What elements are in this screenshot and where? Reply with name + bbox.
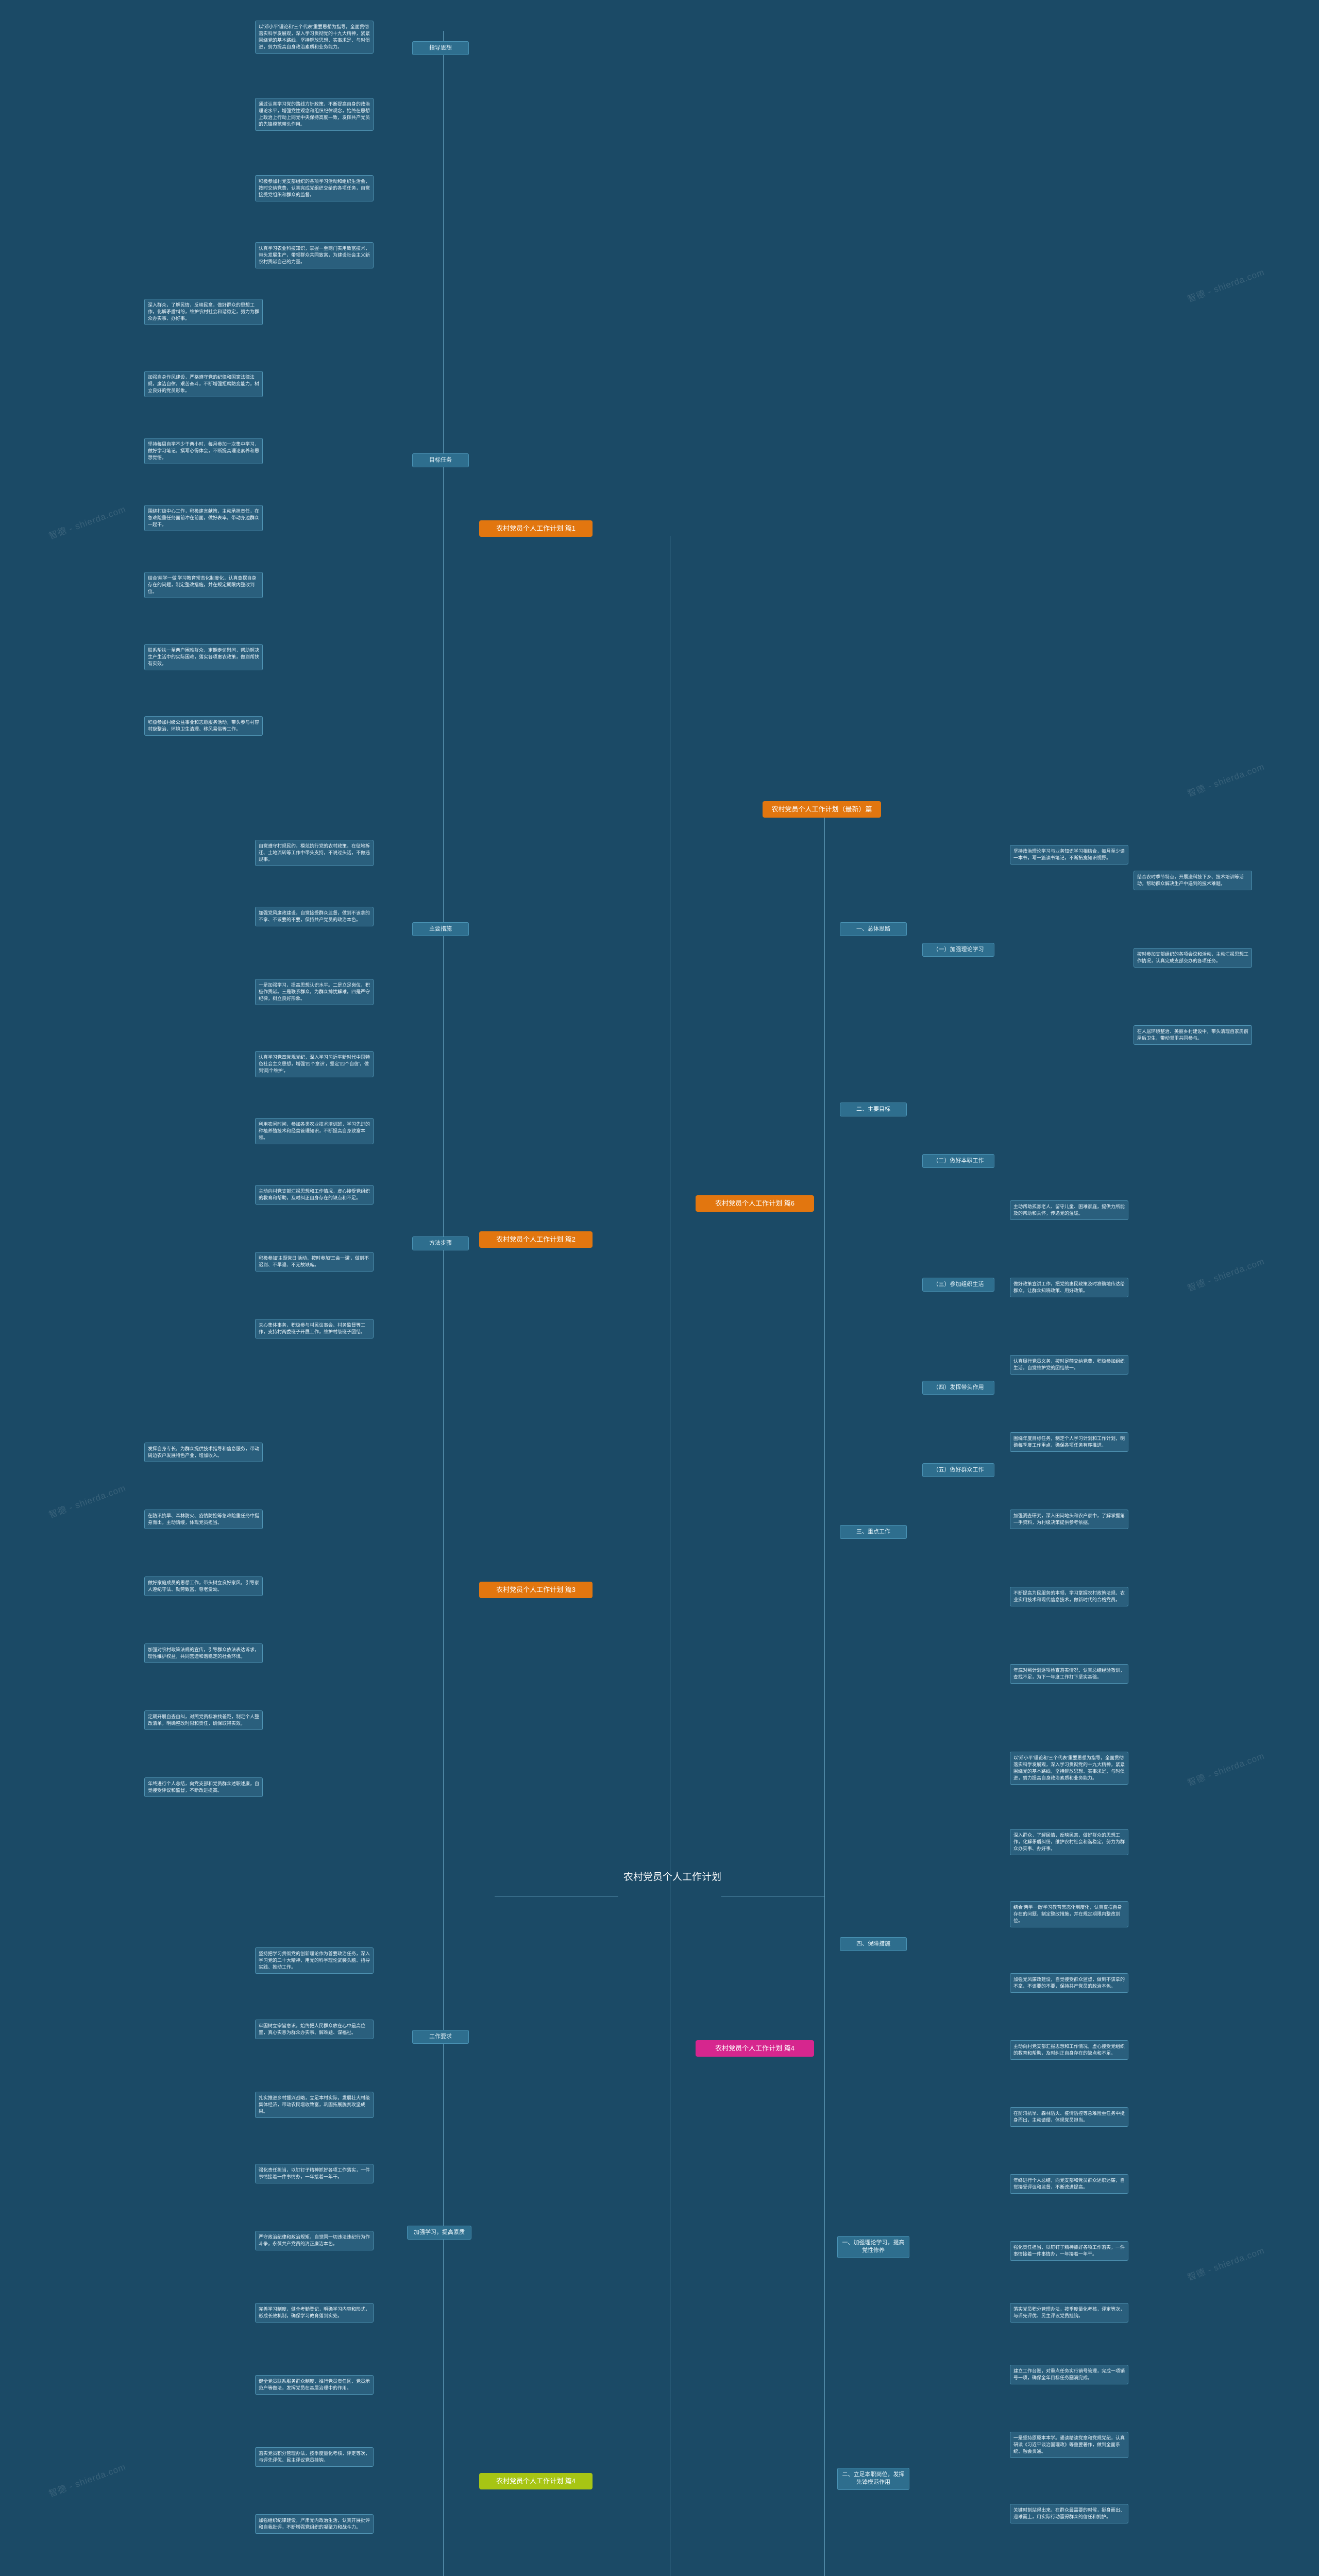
leaf-l8: 围绕村级中心工作，积极建言献策，主动承担责任，在急难险重任务面前冲在前面，做好表…: [144, 505, 263, 532]
leaf-l21: 在防汛抗旱、森林防火、疫情防控等急难险重任务中挺身而出，主动请缨，体现党员担当。: [144, 1510, 263, 1530]
leaf-r18: 年终进行个人总结，向党支部和党员群众述职述廉，自觉接受评议和监督，不断改进提高。: [1010, 2174, 1128, 2194]
leaf-r16: 主动向村党支部汇报思想和工作情况，虚心接受党组织的教育和帮助，及时纠正自身存在的…: [1010, 2040, 1128, 2060]
leaf-l29: 强化责任担当，以钉钉子精神抓好各项工作落实，一件事情接着一件事情办，一年接着一年…: [255, 2164, 374, 2184]
leaf-l18: 积极参加'主题党日'活动，按时参加'三会一课'，做到不迟到、不早退、不无故缺席。: [255, 1252, 374, 1272]
leaf-r6: 做好政策宣讲工作，把党的惠民政策及时准确地传达给群众，让群众知晓政策、用好政策。: [1010, 1278, 1128, 1298]
watermark: 智德 - shierda.com: [47, 1483, 127, 1520]
watermark: 智德 - shierda.com: [1186, 1256, 1266, 1294]
connector-left-spine: [443, 31, 444, 2576]
subnode-s20[interactable]: （三）参加组织生活: [922, 1278, 994, 1292]
subnode-s15[interactable]: 二、立足本职岗位，发挥先锋模范作用: [837, 2468, 909, 2490]
leaf-r15: 加强党风廉政建设，自觉接受群众监督，做到不该拿的不拿、不该要的不要，保持共产党员…: [1010, 1973, 1128, 1993]
subnode-s5[interactable]: 工作要求: [412, 2030, 469, 2044]
leaf-l34: 加强组织纪律建设，严肃党内政治生活，认真开展批评和自我批评，不断增强党组织的凝聚…: [255, 2514, 374, 2534]
subnode-s13[interactable]: 四、保障措施: [840, 1937, 907, 1952]
subnode-s22[interactable]: （五）做好群众工作: [922, 1463, 994, 1478]
subnode-s19[interactable]: （二）做好本职工作: [922, 1154, 994, 1168]
leaf-r10: 不断提高为民服务的本领，学习掌握农村政策法规、农业实用技术和现代信息技术，做新时…: [1010, 1587, 1128, 1607]
branch-b6[interactable]: 农村党员个人工作计划（最新）篇: [763, 801, 881, 818]
leaf-l32: 健全党员联系服务群众制度，推行党员责任区、党员示范户等做法，发挥党员在基层治理中…: [255, 2375, 374, 2395]
subnode-s3[interactable]: 主要措施: [412, 922, 469, 937]
subnode-s2[interactable]: 目标任务: [412, 453, 469, 468]
leaf-l22: 做好家庭成员的思想工作，带头树立良好家风，引导家人遵纪守法、勤劳致富、尊老爱幼。: [144, 1577, 263, 1597]
leaf-l17: 主动向村党支部汇报思想和工作情况，虚心接受党组织的教育和帮助，及时纠正自身存在的…: [255, 1185, 374, 1205]
leaf-l3: 积极参加村党支部组织的各项学习活动和组织生活会，按时交纳党费，认真完成党组织交给…: [255, 175, 374, 202]
branch-b7[interactable]: 农村党员个人工作计划 篇6: [696, 1195, 814, 1212]
leaf-l31: 完善学习制度，健全考勤登记，明确学习内容和形式，形成长效机制，确保学习教育落到实…: [255, 2303, 374, 2323]
subnode-s11[interactable]: 二、主要目标: [840, 1103, 907, 1117]
leaf-r22: 一是坚持原原本本学。通读精读党章和党规党纪，认真研读《习近平谈治国理政》等重要著…: [1010, 2432, 1128, 2459]
leaf-l7: 坚持每周自学不少于两小时，每月参加一次集中学习，做好学习笔记，撰写心得体会，不断…: [144, 438, 263, 465]
watermark: 智德 - shierda.com: [47, 2462, 127, 2499]
branch-b2[interactable]: 农村党员个人工作计划 篇2: [479, 1231, 593, 1248]
leaf-r19: 强化责任担当，以钉钉子精神抓好各项工作落实，一件事情接着一件事情办，一年接着一年…: [1010, 2241, 1128, 2261]
subnode-s7[interactable]: 加强学习，提高素质: [407, 2226, 471, 2240]
leaf-l10: 联系帮扶一至两户困难群众，定期走访慰问，帮助解决生产生活中的实际困难，落实各项惠…: [144, 644, 263, 671]
leaf-r3: 按时参加支部组织的各项会议和活动，主动汇报思想工作情况，认真完成支部交办的各项任…: [1134, 948, 1252, 968]
subnode-s18[interactable]: （一）加强理论学习: [922, 943, 994, 957]
subnode-s14[interactable]: 一、加强理论学习，提高党性修养: [837, 2236, 909, 2258]
leaf-r13: 深入群众，了解民情，反映民意，做好群众的思想工作，化解矛盾纠纷，维护农村社会和谐…: [1010, 1829, 1128, 1856]
leaf-l30: 严守政治纪律和政治规矩，自觉同一切违法违纪行为作斗争，永葆共产党员的清正廉洁本色…: [255, 2231, 374, 2251]
branch-b3[interactable]: 农村党员个人工作计划 篇3: [479, 1582, 593, 1598]
leaf-l5: 深入群众，了解民情，反映民意，做好群众的思想工作，化解矛盾纠纷，维护农村社会和谐…: [144, 299, 263, 326]
leaf-l33: 落实党员积分管理办法，按季度量化考核，评定等次，与评先评优、民主评议党员挂钩。: [255, 2447, 374, 2467]
leaf-r7: 认真履行党员义务，按时足额交纳党费，积极参加组织生活，自觉维护党的团结统一。: [1010, 1355, 1128, 1375]
leaf-r21: 建立工作台账，对重点任务实行销号管理，完成一项销号一项，确保全年目标任务圆满完成…: [1010, 2365, 1128, 2385]
leaf-l9: 结合'两学一做'学习教育常态化制度化，认真查摆自身存在的问题，制定整改措施，并在…: [144, 572, 263, 599]
branch-b1[interactable]: 农村党员个人工作计划 篇1: [479, 520, 593, 537]
watermark: 智德 - shierda.com: [1186, 2245, 1266, 2283]
leaf-l23: 加强对农村政策法规的宣传，引导群众依法表达诉求，理性维护权益，共同营造和谐稳定的…: [144, 1643, 263, 1664]
leaf-l24: 定期开展自查自纠，对照党员标准找差距，制定个人整改清单，明确整改时限和责任，确保…: [144, 1710, 263, 1731]
leaf-l25: 年终进行个人总结，向党支部和党员群众述职述廉，自觉接受评议和监督，不断改进提高。: [144, 1777, 263, 1798]
leaf-l15: 认真学习党章党规党纪，深入学习习近平新时代中国特色社会主义思想，增强'四个意识'…: [255, 1051, 374, 1078]
leaf-r17: 在防汛抗旱、森林防火、疫情防控等急难险重任务中挺身而出，主动请缨，体现党员担当。: [1010, 2107, 1128, 2127]
leaf-l27: 牢固树立宗旨意识，始终把人民群众放在心中最高位置，真心实意为群众办实事、解难题、…: [255, 2020, 374, 2040]
leaf-l26: 坚持把学习贯彻党的创新理论作为首要政治任务，深入学习党的二十大精神，用党的科学理…: [255, 1947, 374, 1974]
leaf-r8: 围绕年度目标任务，制定个人学习计划和工作计划，明确每季度工作重点，确保各项任务有…: [1010, 1432, 1128, 1452]
leaf-r5: 主动帮助孤寡老人、留守儿童、困难家庭，提供力所能及的帮助和关怀，传递党的温暖。: [1010, 1200, 1128, 1221]
leaf-l1: 以'邓小平'理论和'三个代表'重要思想为指导，全面贯彻落实科学发展观，深入学习贯…: [255, 21, 374, 54]
leaf-l19: 关心集体事务，积极参与村民议事会、村务监督等工作，支持村两委班子开展工作，维护村…: [255, 1319, 374, 1339]
watermark: 智德 - shierda.com: [1186, 761, 1266, 799]
leaf-l6: 加强自身作风建设，严格遵守党的纪律和国家法律法规，廉洁自律，艰苦奋斗，不断增强拒…: [144, 371, 263, 398]
leaf-r2: 结合农时季节特点，开展送科技下乡、技术培训等活动，帮助群众解决生产中遇到的技术难…: [1134, 871, 1252, 891]
leaf-r14: 结合'两学一做'学习教育常态化制度化，认真查摆自身存在的问题，制定整改措施，并在…: [1010, 1901, 1128, 1928]
leaf-l12: 自觉遵守村规民约，模范执行党的农村政策，在征地拆迁、土地流转等工作中带头支持，不…: [255, 840, 374, 867]
subnode-s10[interactable]: 一、总体思路: [840, 922, 907, 937]
leaf-l13: 加强党风廉政建设，自觉接受群众监督，做到不该拿的不拿、不该要的不要，保持共产党员…: [255, 907, 374, 927]
leaf-l4: 认真学习农业科技知识，掌握一至两门实用致富技术，带头发展生产，带领群众共同致富，…: [255, 242, 374, 269]
page-title: 农村党员个人工作计划: [623, 1872, 721, 1883]
branch-b8[interactable]: 农村党员个人工作计划 篇4: [696, 2040, 814, 2057]
watermark: 智德 - shierda.com: [1186, 267, 1266, 304]
leaf-r9: 加强调查研究，深入田间地头和农户家中，了解掌握第一手资料，为村级决策提供参考依据…: [1010, 1510, 1128, 1530]
leaf-r23: 关键时刻站得出来。在群众最需要的时候，挺身而出、迎难而上，用实际行动赢得群众的信…: [1010, 2504, 1128, 2524]
leaf-l14: 一是加强学习，提高思想认识水平。二是立足岗位，积极作贡献。三是联系群众，为群众排…: [255, 979, 374, 1006]
leaf-r11: 年底对照计划逐项检查落实情况，认真总结经验教训，查找不足，为下一年度工作打下坚实…: [1010, 1664, 1128, 1684]
subnode-s4[interactable]: 方法步骤: [412, 1236, 469, 1251]
branch-b4[interactable]: 农村党员个人工作计划 篇4: [479, 2473, 593, 2489]
leaf-r12: 以'邓小平'理论和'三个代表'重要思想为指导，全面贯彻落实科学发展观，深入学习贯…: [1010, 1752, 1128, 1785]
leaf-r4: 在人居环境整治、美丽乡村建设中，带头清理自家房前屋后卫生，带动邻里共同参与。: [1134, 1025, 1252, 1045]
leaf-l2: 通过认真学习党的路线方针政策，不断提高自身的政治理论水平，增强党性观念和组织纪律…: [255, 98, 374, 131]
leaf-r20: 落实党员积分管理办法，按季度量化考核，评定等次，与评先评优、民主评议党员挂钩。: [1010, 2303, 1128, 2323]
connector-right-spine: [824, 804, 825, 2576]
leaf-l11: 积极参加村级公益事业和志愿服务活动，带头参与村容村貌整治、环境卫生清理、移风易俗…: [144, 716, 263, 736]
leaf-l16: 利用农闲时间，参加各类农业技术培训班，学习先进的种植养殖技术和经营管理知识，不断…: [255, 1118, 374, 1145]
leaf-r1: 坚持政治理论学习与业务知识学习相结合，每月至少读一本书，写一篇读书笔记，不断拓宽…: [1010, 845, 1128, 865]
leaf-l20: 发挥自身专长，为群众提供技术指导和信息服务，带动周边农户发展特色产业，增加收入。: [144, 1443, 263, 1463]
watermark: 智德 - shierda.com: [47, 504, 127, 541]
leaf-l28: 扎实推进乡村振兴战略，立足本村实际，发展壮大村级集体经济，带动农民增收致富，巩固…: [255, 2092, 374, 2119]
subnode-s12[interactable]: 三、重点工作: [840, 1525, 907, 1539]
watermark: 智德 - shierda.com: [1186, 1751, 1266, 1788]
subnode-s21[interactable]: （四）发挥带头作用: [922, 1381, 994, 1395]
subnode-s1[interactable]: 指导思想: [412, 41, 469, 56]
